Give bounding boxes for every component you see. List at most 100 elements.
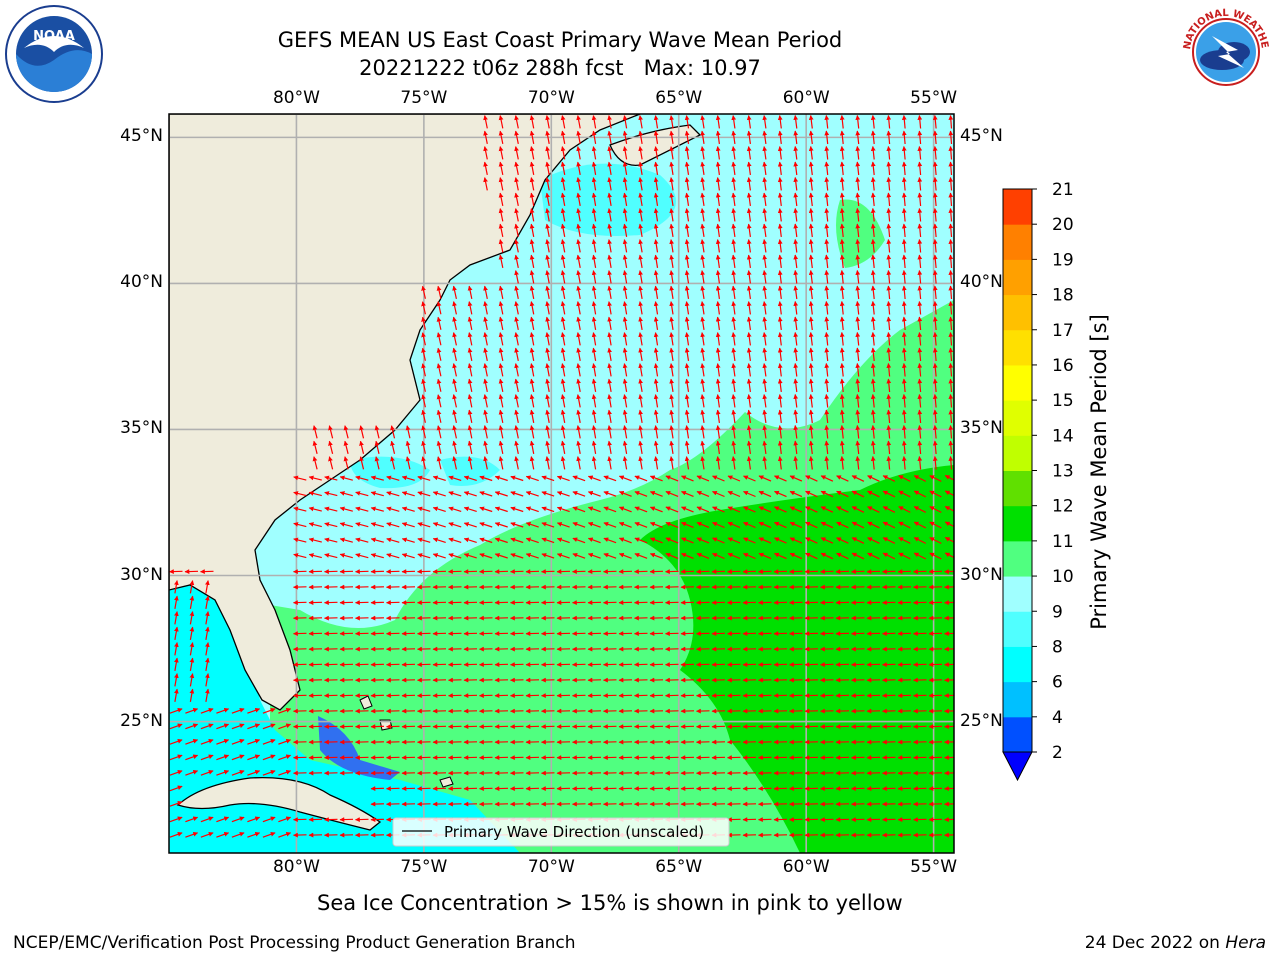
wave-direction-arrow <box>808 130 814 145</box>
wave-direction-arrow <box>901 130 907 145</box>
wave-direction-arrow <box>777 378 783 392</box>
sea-ice-note: Sea Ice Concentration > 15% is shown in … <box>317 891 903 915</box>
wave-direction-arrow <box>793 161 799 176</box>
wave-direction-arrow <box>824 115 830 129</box>
wave-direction-arrow <box>436 332 442 346</box>
wave-direction-arrow <box>715 223 721 237</box>
wave-direction-arrow <box>886 270 892 284</box>
wave-direction-arrow <box>808 208 814 222</box>
wave-direction-arrow <box>855 301 861 315</box>
colorbar-tick-label: 2 <box>1052 743 1063 763</box>
wave-direction-arrow <box>591 409 597 424</box>
colorbar-segment <box>1003 470 1032 507</box>
wave-direction-arrow <box>731 239 737 253</box>
wave-direction-arrow <box>731 332 737 346</box>
wave-direction-arrow <box>684 378 690 392</box>
wave-direction-arrow <box>529 347 535 362</box>
wave-direction-arrow <box>948 301 954 315</box>
wave-direction-arrow <box>622 316 628 331</box>
wave-direction-arrow <box>607 363 612 377</box>
wave-direction-arrow <box>746 378 752 392</box>
wave-direction-arrow <box>746 115 752 129</box>
colorbar-tick-label: 20 <box>1052 215 1074 235</box>
wave-direction-arrow <box>731 254 737 268</box>
wave-direction-arrow <box>715 270 721 284</box>
wave-direction-arrow <box>560 239 566 253</box>
wave-direction-arrow <box>436 378 442 392</box>
wave-direction-arrow <box>684 161 690 175</box>
wave-direction-arrow <box>948 254 954 269</box>
wave-direction-arrow <box>669 347 675 361</box>
wave-direction-arrow <box>498 394 504 408</box>
wave-direction-arrow <box>684 115 690 129</box>
wave-direction-arrow <box>746 270 752 284</box>
wave-direction-arrow <box>436 347 442 361</box>
wave-direction-arrow <box>421 363 426 377</box>
wave-direction-arrow <box>684 409 690 423</box>
wave-direction-arrow <box>932 378 938 393</box>
wave-direction-arrow <box>653 130 659 144</box>
wave-direction-arrow <box>839 332 845 346</box>
wave-direction-arrow <box>839 161 845 176</box>
wave-direction-arrow <box>886 285 892 300</box>
wave-direction-arrow <box>591 316 597 331</box>
wave-direction-arrow <box>684 425 690 439</box>
wave-direction-arrow <box>483 425 488 439</box>
wave-direction-arrow <box>917 285 923 300</box>
colorbar-tick-label: 9 <box>1052 602 1063 622</box>
wave-direction-arrow <box>576 161 581 176</box>
wave-direction-arrow <box>777 130 783 144</box>
colorbar: 21 20 19 18 17 16 15 14 13 12 11 10 9 8 6 4 2 <box>1002 180 1074 782</box>
wave-direction-arrow <box>452 425 457 439</box>
wave-direction-arrow <box>653 146 659 160</box>
colorbar-segment <box>1003 505 1032 542</box>
wave-direction-arrow <box>421 301 426 315</box>
wave-direction-arrow <box>808 363 814 377</box>
wave-direction-arrow <box>731 316 737 330</box>
wave-direction-arrow <box>948 270 954 284</box>
wave-direction-arrow <box>917 270 923 284</box>
wave-direction-arrow <box>731 347 737 361</box>
wave-direction-arrow <box>886 363 892 377</box>
wave-direction-arrow <box>638 332 643 346</box>
wave-direction-arrow <box>731 394 737 408</box>
wave-direction-arrow <box>638 146 643 160</box>
wave-direction-arrow <box>514 409 519 424</box>
wave-direction-arrow <box>932 301 938 315</box>
wave-direction-arrow <box>932 363 938 377</box>
wave-direction-arrow <box>591 378 597 393</box>
wave-direction-arrow <box>545 285 550 300</box>
wave-direction-arrow <box>886 378 892 393</box>
wave-direction-arrow <box>638 378 643 393</box>
wave-direction-arrow <box>560 332 566 346</box>
wave-direction-arrow <box>762 146 768 160</box>
wave-direction-arrow <box>638 425 643 439</box>
wave-direction-arrow <box>607 239 612 253</box>
lon-label-top: 80°W <box>272 88 320 108</box>
wave-direction-arrow <box>669 130 675 144</box>
wave-direction-arrow <box>576 177 581 191</box>
wave-direction-arrow <box>824 332 830 346</box>
wave-direction-arrow <box>684 130 690 144</box>
wave-direction-arrow <box>886 130 892 145</box>
wave-direction-arrow <box>452 332 457 346</box>
wave-direction-arrow <box>545 301 550 315</box>
wave-direction-arrow <box>762 177 768 191</box>
wave-direction-arrow <box>777 223 783 237</box>
wave-direction-arrow <box>700 239 706 253</box>
wave-direction-arrow <box>777 208 783 222</box>
wave-direction-arrow <box>746 316 752 330</box>
wave-direction-arrow <box>731 363 737 377</box>
wave-direction-arrow <box>405 425 411 439</box>
wave-direction-arrow <box>700 316 706 330</box>
wave-direction-arrow <box>545 223 550 238</box>
wave-direction-arrow <box>591 254 597 269</box>
wave-direction-arrow <box>824 270 830 284</box>
colorbar-extend-triangle <box>1002 751 1033 782</box>
wave-direction-arrow <box>793 425 799 439</box>
wave-direction-arrow <box>638 177 643 191</box>
wave-direction-arrow <box>560 223 566 238</box>
wave-direction-arrow <box>746 192 752 206</box>
wave-direction-arrow <box>808 347 814 362</box>
wave-direction-arrow <box>870 115 876 129</box>
